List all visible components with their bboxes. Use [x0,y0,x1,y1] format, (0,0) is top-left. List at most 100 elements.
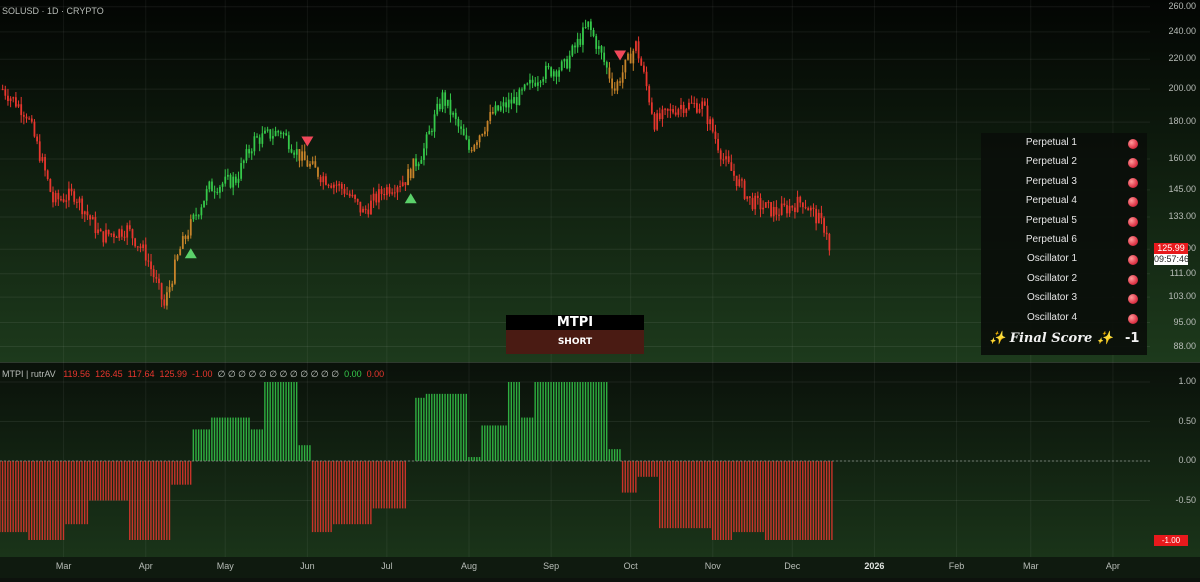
candle-body [250,151,253,154]
candle-body [568,55,571,69]
oscillator-bar [245,417,248,461]
candle-body [537,82,539,86]
candle-body [719,150,722,160]
candle-body [531,79,534,83]
candle-body [788,205,791,214]
oscillator-bar [635,461,637,493]
candle-body [359,201,362,213]
oscillator-bar [348,461,351,525]
oscillator-bar [651,461,653,477]
time-tick-label: Apr [1105,561,1120,571]
bearish-dot-icon [1128,197,1138,208]
candle-body [775,206,778,215]
oscillator-bar [227,417,229,461]
candle-body [735,175,738,187]
candle-body [680,104,682,110]
oscillator-bar [325,461,327,533]
score-table: ✨ Final Score ✨ -1 Perpetual 1 Perpetual … [981,133,1147,355]
oscillator-bar [94,461,96,501]
candle-body [110,233,113,235]
oscillator-bar [473,457,475,461]
oscillator-bar [537,382,539,461]
oscillator-bar [441,393,444,461]
oscillator-bar [550,382,552,461]
oscillator-bar [539,382,542,461]
oscillator-bar [253,429,255,461]
candle-body [245,149,248,161]
oscillator-bar [139,461,142,540]
oscillator-bar [200,429,202,461]
oscillator-bar [791,461,793,540]
candle-body [335,184,338,186]
oscillator-bar [672,461,674,529]
score-row: Oscillator 4 [981,309,1147,328]
candle-body [253,136,256,152]
candle-body [648,86,651,103]
candle-body [454,112,457,119]
oscillator-bar [553,382,555,461]
oscillator-bar [500,425,502,461]
candle-body [669,109,672,111]
score-row-label: Oscillator 4 [1026,311,1077,323]
oscillator-bar [794,461,796,540]
oscillator-bar [645,461,648,477]
indicator-value: -1.00 [191,369,213,379]
oscillator-bar [404,461,407,509]
candle-body [510,99,513,104]
oscillator-bar [62,461,65,540]
oscillator-bar [666,461,669,529]
oscillator-bar [197,429,200,461]
oscillator-bar [693,461,695,529]
candle-body [232,176,235,188]
candle-body [529,79,531,84]
candle-body [783,203,786,206]
oscillator-bar [150,461,152,540]
candle-body [57,193,60,200]
oscillator-bar [669,461,671,529]
oscillator-bar [41,461,43,540]
oscillator-bar [285,382,287,461]
oscillator-bar [719,461,722,540]
candle-body [128,225,131,230]
oscillator-bar [158,461,160,540]
candle-body [242,160,245,164]
oscillator-bar [102,461,104,501]
candle-body [189,219,192,236]
candle-body [1,89,4,91]
oscillator-bar [330,461,332,533]
oscillator-bar [682,461,685,529]
oscillator-bar [327,461,330,533]
oscillator-bar [436,393,438,461]
candle-body [714,131,717,139]
candle-body [627,53,629,60]
candle-body [807,208,810,211]
oscillator-bar [621,461,624,493]
oscillator-bar [28,461,30,540]
oscillator-bar [531,417,534,461]
oscillator-bar [171,461,173,485]
candle-body [640,58,643,66]
oscillator-bar [507,382,510,461]
oscillator-bar [375,461,377,509]
candle-body [354,194,356,199]
candle-body [195,214,197,216]
oscillator-bar [306,445,308,461]
candle-body [385,187,388,196]
oscillator-bar [295,382,298,461]
price-tick-label: 240.00 [1168,25,1196,36]
candle-body [25,116,28,119]
candle-body [446,99,449,106]
candle-body [539,81,542,83]
candle-body [465,135,468,140]
oscillator-bar [661,461,664,529]
candle-body [264,130,266,134]
oscillator-bar [266,382,269,461]
oscillator-bar [542,382,544,461]
oscillator-bar [632,461,634,493]
oscillator-bar [123,461,126,501]
oscillator-bar [658,461,661,529]
time-tick-label: May [216,561,234,571]
candle-body [73,191,76,202]
candle-body [378,189,380,203]
oscillator-bar [608,449,611,461]
